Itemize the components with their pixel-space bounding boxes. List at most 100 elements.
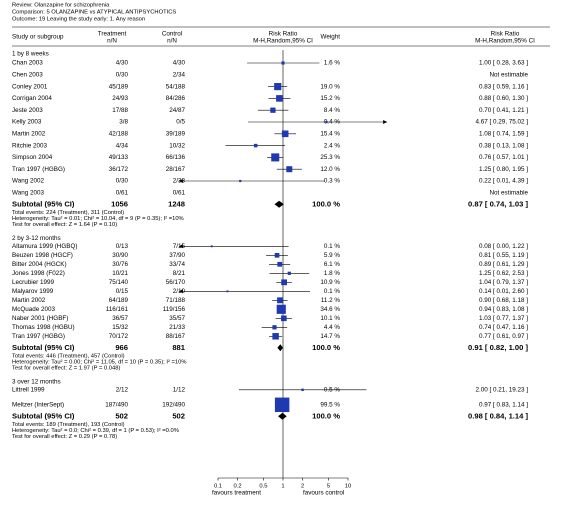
- study-square: [210, 245, 213, 248]
- treatment-events: 30/90: [112, 252, 128, 259]
- effect-label: 0.70 [ 0.41, 1.21 ]: [479, 107, 528, 114]
- effect-label: 1.04 [ 0.79, 1.37 ]: [479, 279, 528, 286]
- study-name: Meltzer (InterSept): [12, 401, 64, 408]
- study-name: Littrell 1999: [12, 386, 45, 393]
- effect-label: 0.89 [ 0.61, 1.29 ]: [479, 261, 528, 268]
- column-header: Control: [162, 31, 182, 38]
- treatment-events: 0/61: [116, 189, 129, 196]
- study-name: Thomas 1998 (HGBU): [12, 324, 75, 331]
- study-square: [276, 304, 286, 314]
- weight: 0.1 %: [324, 243, 341, 250]
- group-title: 1 by 8 weeks: [12, 51, 49, 58]
- subgroup-note: Heterogeneity: Tau² = 0.00; Chi² = 11.05…: [12, 359, 187, 365]
- effect-label: 0.83 [ 0.59, 1.16 ]: [479, 83, 528, 90]
- treatment-events: 24/93: [112, 95, 128, 102]
- effect-label: 1.00 [ 0.28, 3.63 ]: [479, 60, 528, 67]
- arrowhead: [178, 289, 183, 294]
- study-square: [274, 252, 280, 258]
- effect-label: 1.25 [ 0.80, 1.95 ]: [479, 166, 528, 173]
- weight: 0.1 %: [324, 288, 341, 295]
- effect-label: 0.97 [ 0.83, 1.14 ]: [479, 401, 528, 408]
- subtotal-diamond: [277, 344, 283, 352]
- study-name: Malyarov 1999: [12, 288, 54, 295]
- weight: 2.4 %: [324, 142, 341, 149]
- study-square: [281, 279, 288, 286]
- weight: 1.8 %: [324, 270, 341, 277]
- effect-label: Not estimable: [490, 189, 529, 196]
- x-tick-label: 5: [327, 484, 330, 490]
- study-square: [277, 297, 283, 304]
- outcome: Outcome: 19 Leaving the study early: 1. …: [12, 17, 145, 23]
- control-events: 21/33: [169, 324, 185, 331]
- treatment-events: 2/12: [116, 386, 129, 393]
- study-square: [276, 95, 283, 102]
- arrowhead: [178, 179, 183, 183]
- treatment-events: 0/30: [116, 71, 129, 78]
- subtotal-label: Subtotal (95% CI): [12, 343, 75, 352]
- control-events: 54/188: [166, 83, 186, 90]
- x-tick-label: 1: [281, 484, 284, 490]
- control-events: 192/490: [162, 401, 185, 408]
- effect-label: 0.76 [ 0.57, 1.01 ]: [479, 154, 528, 161]
- subtotal-weight: 100.0 %: [312, 199, 340, 208]
- study-name: Martin 2002: [12, 297, 46, 304]
- x-tick-label: 0.5: [259, 484, 267, 490]
- column-header: Risk Ratio: [491, 31, 520, 38]
- control-events: 84/286: [166, 95, 186, 102]
- control-events: 39/189: [166, 130, 186, 137]
- effect-label: 0.90 [ 0.68, 1.18 ]: [479, 297, 528, 304]
- treatment-events: 36/172: [109, 166, 129, 173]
- study-name: Martin 2002: [12, 130, 46, 137]
- study-name: Beuzen 1998 (HGCF): [12, 252, 73, 259]
- treatment-events: 4/34: [116, 142, 129, 149]
- effect-label: 0.14 [ 0.01, 2.60 ]: [479, 288, 528, 295]
- treatment-events: 75/140: [109, 279, 129, 286]
- subtotal-effect: 0.91 [ 0.82, 1.00 ]: [468, 343, 528, 352]
- subtotal-control: 502: [172, 411, 185, 420]
- study-name: Chen 2003: [12, 71, 43, 78]
- subtotal-label: Subtotal (95% CI): [12, 199, 75, 208]
- study-square: [226, 290, 229, 293]
- control-events: 37/90: [169, 252, 185, 259]
- weight: 34.6 %: [320, 306, 340, 313]
- control-events: 0/61: [173, 189, 186, 196]
- treatment-events: 45/189: [109, 83, 129, 90]
- subtotal-treatment: 1056: [111, 199, 128, 208]
- column-header: M-H,Random,95% CI: [253, 38, 313, 45]
- study-name: Ritchie 2003: [12, 142, 48, 149]
- weight: 6.1 %: [324, 261, 341, 268]
- arrowhead: [178, 244, 183, 249]
- subtotal-diamond: [278, 412, 287, 420]
- control-events: 88/167: [166, 333, 186, 340]
- column-header: Study or subgroup: [12, 34, 64, 41]
- control-events: 28/167: [166, 166, 186, 173]
- subtotal-weight: 100.0 %: [312, 343, 340, 352]
- treatment-events: 187/490: [105, 401, 128, 408]
- weight: 19.0 %: [320, 83, 340, 90]
- treatment-events: 116/161: [106, 306, 129, 313]
- weight: 0.3 %: [324, 178, 341, 185]
- weight: 10.9 %: [320, 279, 340, 286]
- column-header: Weight: [321, 34, 341, 41]
- weight: 4.4 %: [324, 324, 341, 331]
- subgroup-note: Total events: 224 (Treatment), 311 (Cont…: [12, 210, 124, 216]
- x-label-right: favours control: [303, 490, 344, 497]
- treatment-events: 17/88: [112, 107, 128, 114]
- study-name: Corrigan 2004: [12, 95, 52, 102]
- treatment-events: 70/172: [109, 333, 129, 340]
- study-square: [281, 315, 287, 322]
- study-square: [281, 130, 289, 138]
- study-name: Jeste 2003: [12, 107, 43, 114]
- group-title: 2 by 3-12 months: [12, 235, 61, 242]
- study-name: Lecrubier 1999: [12, 279, 55, 286]
- treatment-events: 42/188: [109, 130, 129, 137]
- weight: 8.4 %: [324, 107, 341, 114]
- subgroup-note: Heterogeneity: Tau² = 0.01; Chi² = 10.04…: [12, 216, 184, 222]
- control-events: 0/5: [176, 119, 185, 126]
- study-square: [287, 271, 291, 275]
- weight: 14.7 %: [320, 333, 340, 340]
- control-events: 24/87: [169, 107, 185, 114]
- control-events: 56/170: [166, 279, 186, 286]
